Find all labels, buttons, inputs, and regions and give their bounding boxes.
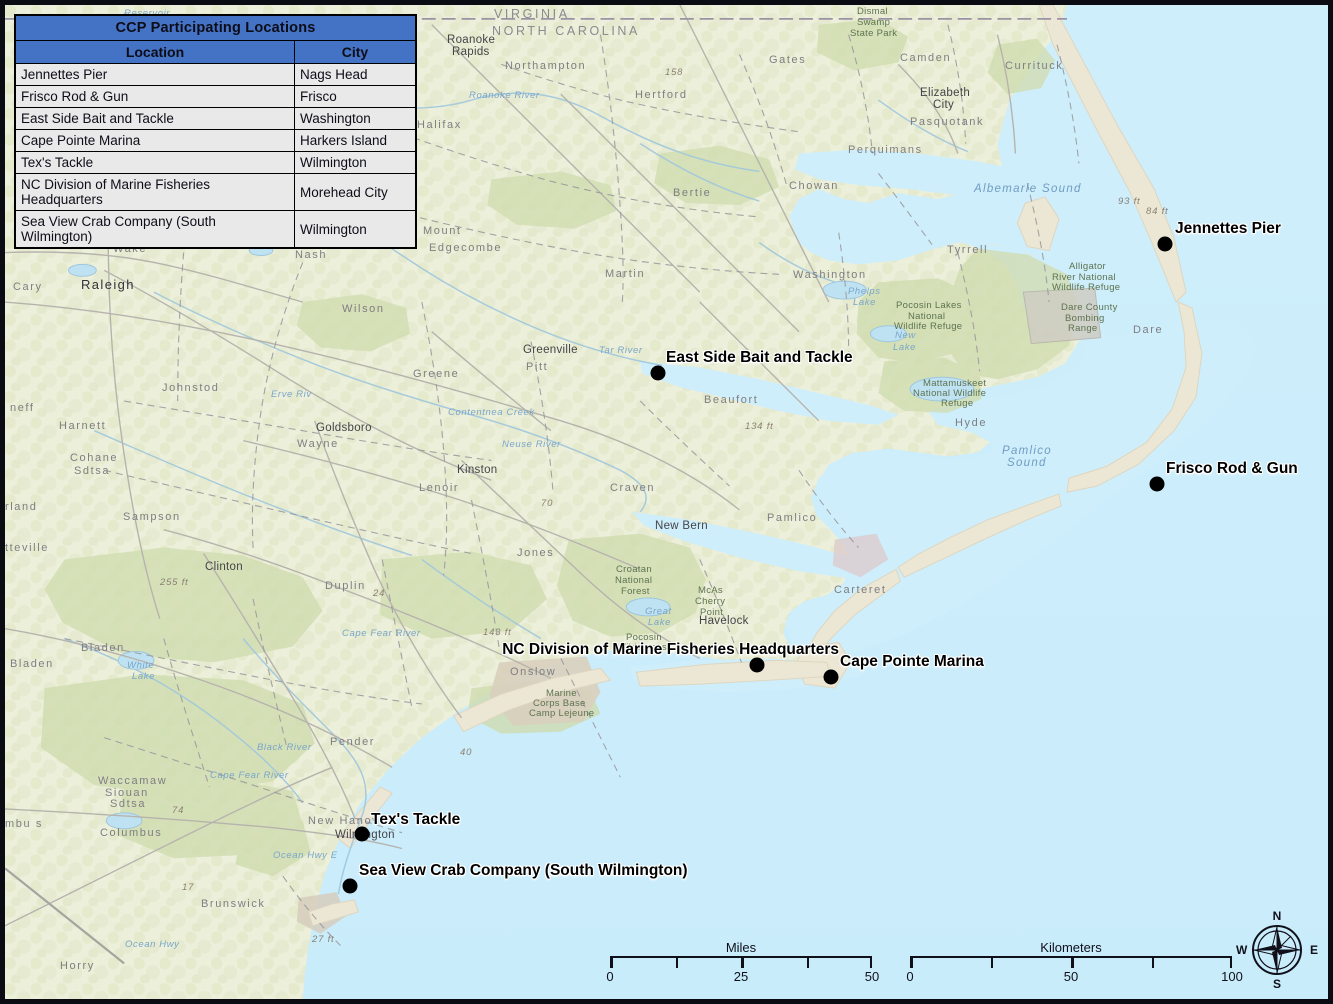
site-label: Tex's Tackle (371, 811, 461, 828)
legend-cell-city: Nags Head (294, 63, 417, 86)
map-pin-icon[interactable] (823, 669, 839, 685)
compass-south-label: S (1272, 977, 1282, 991)
legend-row: Frisco Rod & Gun Frisco (14, 85, 417, 108)
scale-tick-label: 100 (1221, 969, 1243, 984)
legend-cell-location: Tex's Tackle (14, 151, 295, 174)
legend-title-row: CCP Participating Locations (14, 14, 417, 41)
legend-cell-location: Jennettes Pier (14, 63, 295, 86)
site-label: NC Division of Marine Fisheries Headquar… (502, 641, 839, 658)
legend-cell-city: Frisco (294, 85, 417, 108)
map-pin-icon[interactable] (354, 826, 370, 842)
scale-km-caption: Kilometers (1040, 940, 1102, 955)
map-pin-icon[interactable] (342, 878, 358, 894)
legend-cell-location: NC Division of Marine Fisheries Headquar… (14, 173, 295, 211)
site-label: Sea View Crab Company (South Wilmington) (359, 862, 688, 879)
legend-row: Tex's Tackle Wilmington (14, 151, 417, 174)
legend-col-location: Location (14, 40, 295, 64)
legend-cell-city: Morehead City (294, 173, 417, 211)
map-pin-icon[interactable] (1157, 236, 1173, 252)
map-pin-icon[interactable] (650, 365, 666, 381)
legend-body: Jennettes Pier Nags Head Frisco Rod & Gun F… (14, 63, 417, 249)
map-pin-icon[interactable] (749, 657, 765, 673)
legend-row: Jennettes Pier Nags Head (14, 63, 417, 86)
map-pin-icon[interactable] (1149, 476, 1165, 492)
legend-row: Cape Pointe Marina Harkers Island (14, 129, 417, 152)
compass-west-label: W (1236, 943, 1248, 957)
scale-miles-bar (610, 956, 872, 968)
legend-title: CCP Participating Locations (14, 14, 417, 41)
site-label: Frisco Rod & Gun (1166, 460, 1298, 477)
scale-tick-label: 50 (864, 969, 880, 984)
scale-tick-label: 25 (733, 969, 749, 984)
legend-cell-city: Wilmington (294, 151, 417, 174)
legend-cell-location: Frisco Rod & Gun (14, 85, 295, 108)
scale-tick-label: 50 (1063, 969, 1079, 984)
scale-tick-label: 0 (906, 969, 914, 984)
legend-cell-city: Wilmington (294, 210, 417, 249)
legend-cell-location: Sea View Crab Company (South Wilmington) (14, 210, 295, 249)
site-label: East Side Bait and Tackle (666, 349, 853, 366)
legend-row: East Side Bait and Tackle Washington (14, 107, 417, 130)
legend-cell-city: Harkers Island (294, 129, 417, 152)
scale-km-ticks: 0 50 100 (906, 969, 1242, 985)
legend-row: NC Division of Marine Fisheries Headquar… (14, 173, 417, 211)
scale-bar-miles: Miles 0 25 50 (606, 940, 879, 985)
legend-cell-city: Washington (294, 107, 417, 130)
compass-north-label: N (1272, 909, 1282, 923)
compass-star-icon (1252, 925, 1302, 975)
site-label: Jennettes Pier (1175, 220, 1281, 237)
scale-miles-caption: Miles (725, 940, 757, 955)
scale-miles-ticks: 0 25 50 (606, 969, 879, 985)
legend-cell-location: East Side Bait and Tackle (14, 107, 295, 130)
compass-rose: N S W E (1236, 909, 1318, 991)
scale-bar-kilometers: Kilometers 0 50 100 (906, 940, 1242, 985)
legend-col-city: City (294, 40, 417, 64)
site-label: Cape Pointe Marina (840, 653, 984, 670)
compass-east-label: E (1309, 943, 1318, 957)
scale-km-bar (910, 956, 1232, 968)
legend-table: CCP Participating Locations Location Cit… (14, 14, 417, 249)
legend-header-row: Location City (14, 40, 417, 64)
basemap (5, 5, 1328, 999)
legend-cell-location: Cape Pointe Marina (14, 129, 295, 152)
legend-row: Sea View Crab Company (South Wilmington)… (14, 210, 417, 249)
scale-tick-label: 0 (606, 969, 614, 984)
